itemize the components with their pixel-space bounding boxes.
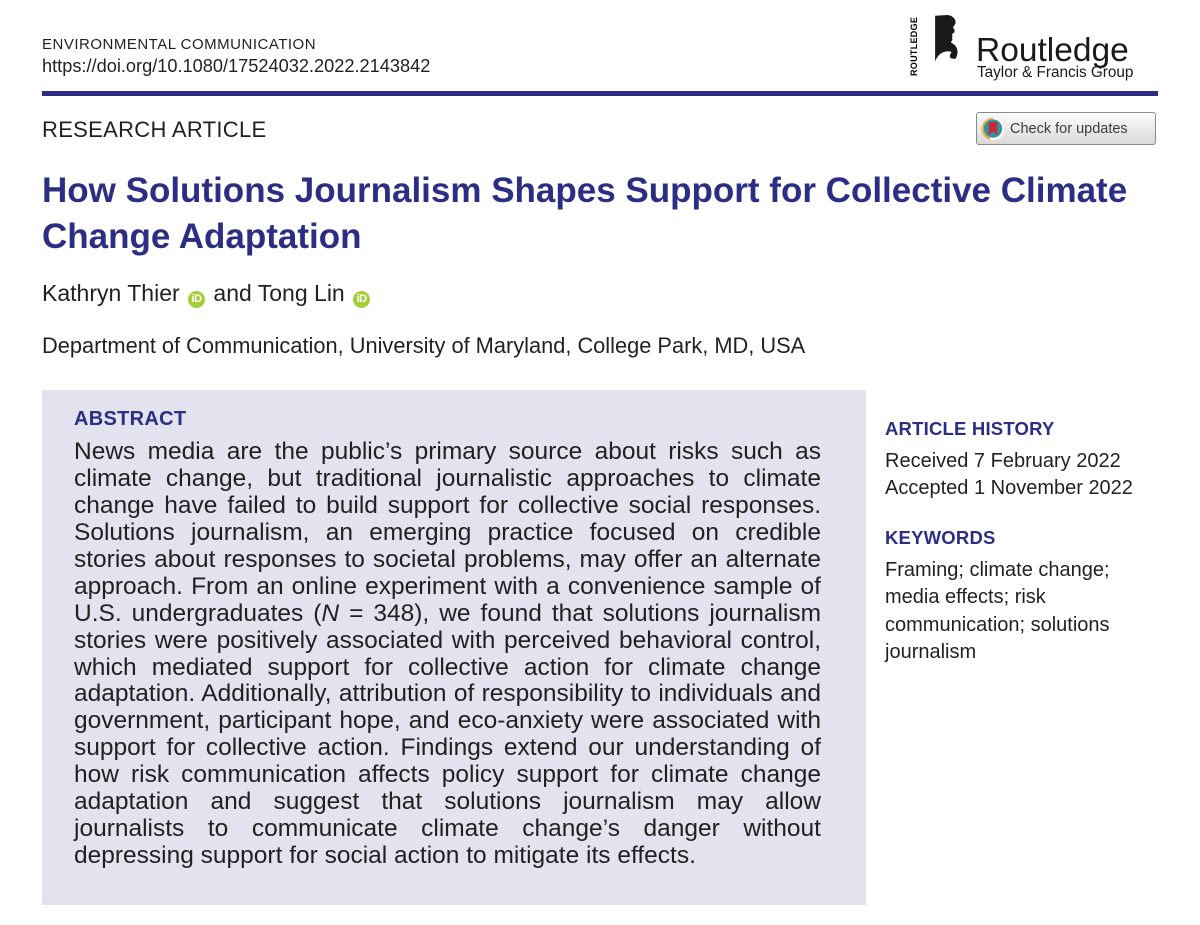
svg-text:ROUTLEDGE: ROUTLEDGE (909, 17, 919, 76)
svg-text:Taylor & Francis Group: Taylor & Francis Group (977, 64, 1133, 81)
